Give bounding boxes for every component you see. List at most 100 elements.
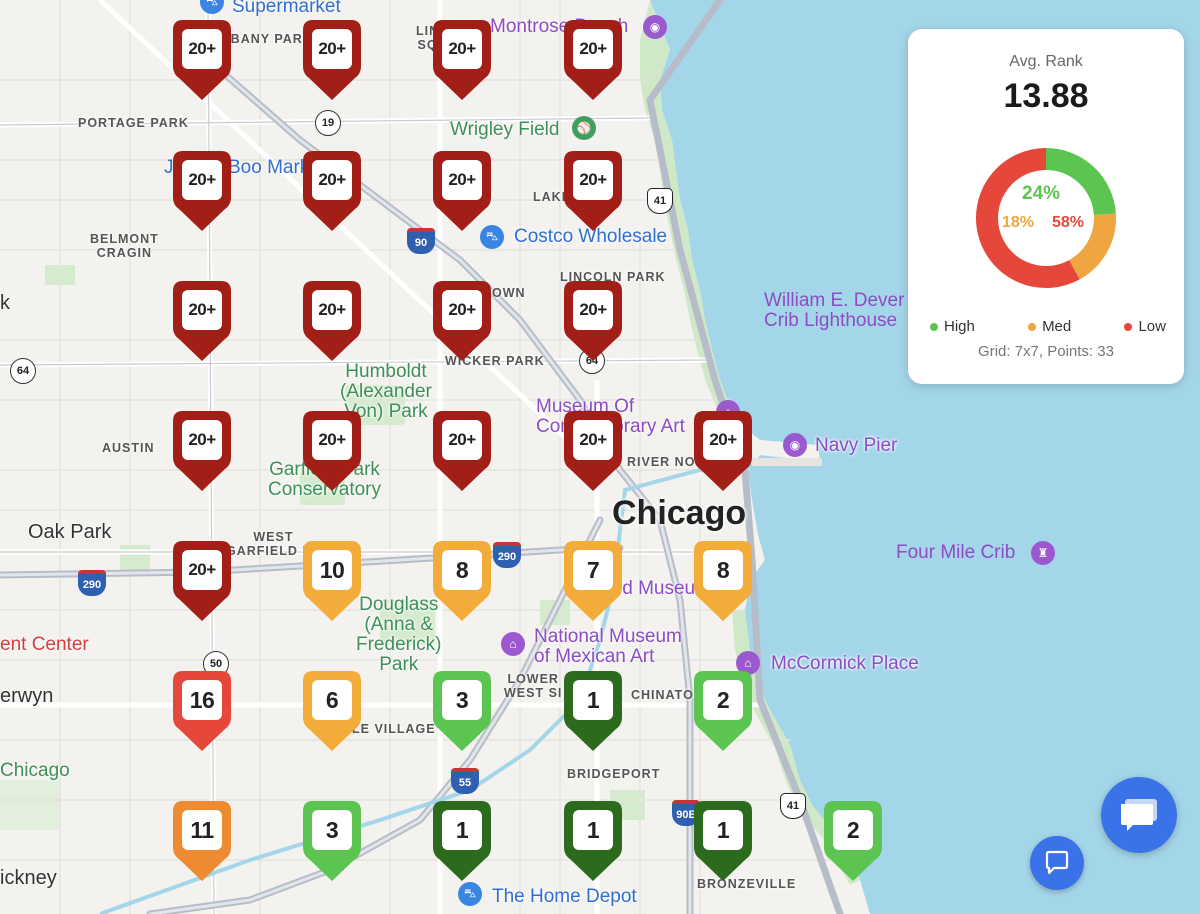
neighborhood-label: LOWER WEST SI	[504, 672, 563, 700]
rank-pin[interactable]: 20+	[564, 411, 622, 491]
rank-pin[interactable]: 8	[433, 541, 491, 621]
rank-pin[interactable]: 20+	[694, 411, 752, 491]
rank-pin[interactable]: 20+	[564, 20, 622, 100]
rank-pin[interactable]: 1	[564, 671, 622, 751]
rank-pin[interactable]: 20+	[433, 20, 491, 100]
rank-pin[interactable]: 1	[694, 801, 752, 881]
map-pin-icon	[433, 151, 491, 231]
rank-pin[interactable]: 10	[303, 541, 361, 621]
rank-pin[interactable]: 2	[824, 801, 882, 881]
map-pin-icon	[694, 671, 752, 751]
rank-pin[interactable]: 20+	[173, 281, 231, 361]
map-pin-icon	[303, 20, 361, 100]
donut-slice-low	[976, 148, 1080, 288]
rank-pin[interactable]: 20+	[303, 151, 361, 231]
park-label: Wrigley Field	[450, 119, 560, 140]
water-poi-label: William E. Dever Crib Lighthouse	[764, 290, 905, 331]
rank-pin[interactable]: 20+	[173, 411, 231, 491]
rank-pin-label: 20+	[188, 300, 216, 319]
neighborhood-label: AUSTIN	[102, 441, 155, 455]
rank-pin-label: 20+	[579, 39, 607, 58]
map-pin-icon	[564, 281, 622, 361]
neighborhood-label: BRONZEVILLE	[697, 877, 797, 891]
museum-icon: ⌂	[501, 632, 525, 656]
donut-legend: High Med Low	[930, 318, 1166, 335]
rank-pin-label: 1	[586, 816, 600, 843]
city-label: k	[0, 292, 10, 314]
rank-pin[interactable]: 2	[694, 671, 752, 751]
rank-pin[interactable]: 20+	[173, 541, 231, 621]
rank-pin[interactable]: 1	[564, 801, 622, 881]
rank-pin[interactable]: 11	[173, 801, 231, 881]
rank-pin[interactable]: 7	[564, 541, 622, 621]
rank-pin[interactable]: 20+	[173, 20, 231, 100]
map-pin-icon	[303, 801, 361, 881]
donut-slice-med	[1068, 213, 1116, 280]
rank-pin-label: 20+	[318, 430, 346, 449]
rank-pin[interactable]: 1	[433, 801, 491, 881]
legend-high-label: High	[944, 318, 975, 335]
neighborhood-label: BELMONT CRAGIN	[90, 232, 159, 260]
map-pin-icon	[433, 671, 491, 751]
chat-button-small[interactable]	[1030, 836, 1084, 890]
map-pin-icon	[433, 541, 491, 621]
rank-pin[interactable]: 8	[694, 541, 752, 621]
chat-button-large[interactable]	[1101, 777, 1177, 853]
rank-pin-label: 20+	[579, 300, 607, 319]
avg-rank-value: 13.88	[1003, 77, 1089, 115]
poi-label: Boo Mark	[228, 157, 310, 178]
rank-pin-label: 3	[455, 686, 469, 713]
legend-low: Low	[1124, 318, 1166, 335]
poi-label: Supermarket	[232, 0, 341, 17]
map-pin-icon	[564, 801, 622, 881]
map-pin-icon	[564, 20, 622, 100]
rank-pin-label: 10	[319, 556, 345, 583]
neighborhood-label: LIN SQ	[416, 24, 440, 52]
rank-pin-label: 8	[455, 556, 469, 583]
rank-pin-label: 20+	[318, 39, 346, 58]
rank-pin[interactable]: 20+	[433, 151, 491, 231]
message-bubble-icon	[1121, 799, 1157, 831]
poi-label: Navy Pier	[815, 435, 898, 456]
rank-pin[interactable]: 20+	[303, 281, 361, 361]
rank-pin-label: 20+	[318, 170, 346, 189]
rank-pin[interactable]: 3	[433, 671, 491, 751]
poi-label: McCormick Place	[771, 653, 919, 674]
rank-distribution-donut	[976, 148, 1116, 288]
map-pin-icon	[173, 20, 231, 100]
rank-pin-label: 20+	[188, 560, 216, 579]
map-pin-icon	[173, 411, 231, 491]
neighborhood-label: PORTAGE PARK	[78, 116, 189, 130]
avg-rank-title: Avg. Rank	[1009, 53, 1083, 70]
map-pin-icon	[564, 671, 622, 751]
highway-shield-interstate: 290	[493, 542, 521, 568]
legend-low-dot	[1124, 322, 1133, 331]
rank-pin[interactable]: 3	[303, 801, 361, 881]
rank-pin[interactable]: 20+	[303, 411, 361, 491]
highway-shield-interstate: 290	[78, 570, 106, 596]
rank-pin-label: 1	[455, 816, 469, 843]
legend-low-label: Low	[1138, 318, 1166, 335]
highway-shield-state: 19	[315, 110, 341, 136]
rank-pin[interactable]: 20+	[564, 281, 622, 361]
rank-pin[interactable]: 20+	[433, 281, 491, 361]
rank-pin[interactable]: 20+	[303, 20, 361, 100]
map-pin-icon	[433, 801, 491, 881]
map-pin-icon	[564, 541, 622, 621]
rank-pin-label: 20+	[188, 170, 216, 189]
rank-pin-label: 11	[190, 816, 214, 843]
rank-pin[interactable]: 20+	[173, 151, 231, 231]
rank-pin-label: 1	[716, 816, 730, 843]
rank-pin[interactable]: 20+	[564, 151, 622, 231]
rank-pin[interactable]: 6	[303, 671, 361, 751]
map-pin-icon	[694, 411, 752, 491]
rank-pin-label: 20+	[448, 430, 476, 449]
map-pin-icon	[694, 801, 752, 881]
map-pin-icon	[173, 671, 231, 751]
map-pin-icon	[303, 151, 361, 231]
rank-pin[interactable]: 20+	[433, 411, 491, 491]
neighborhood-label: LINCOLN PARK	[560, 270, 666, 284]
park-label: Humboldt (Alexander Von) Park	[340, 361, 432, 422]
rank-pin[interactable]: 16	[173, 671, 231, 751]
poi-label: J	[164, 157, 174, 178]
